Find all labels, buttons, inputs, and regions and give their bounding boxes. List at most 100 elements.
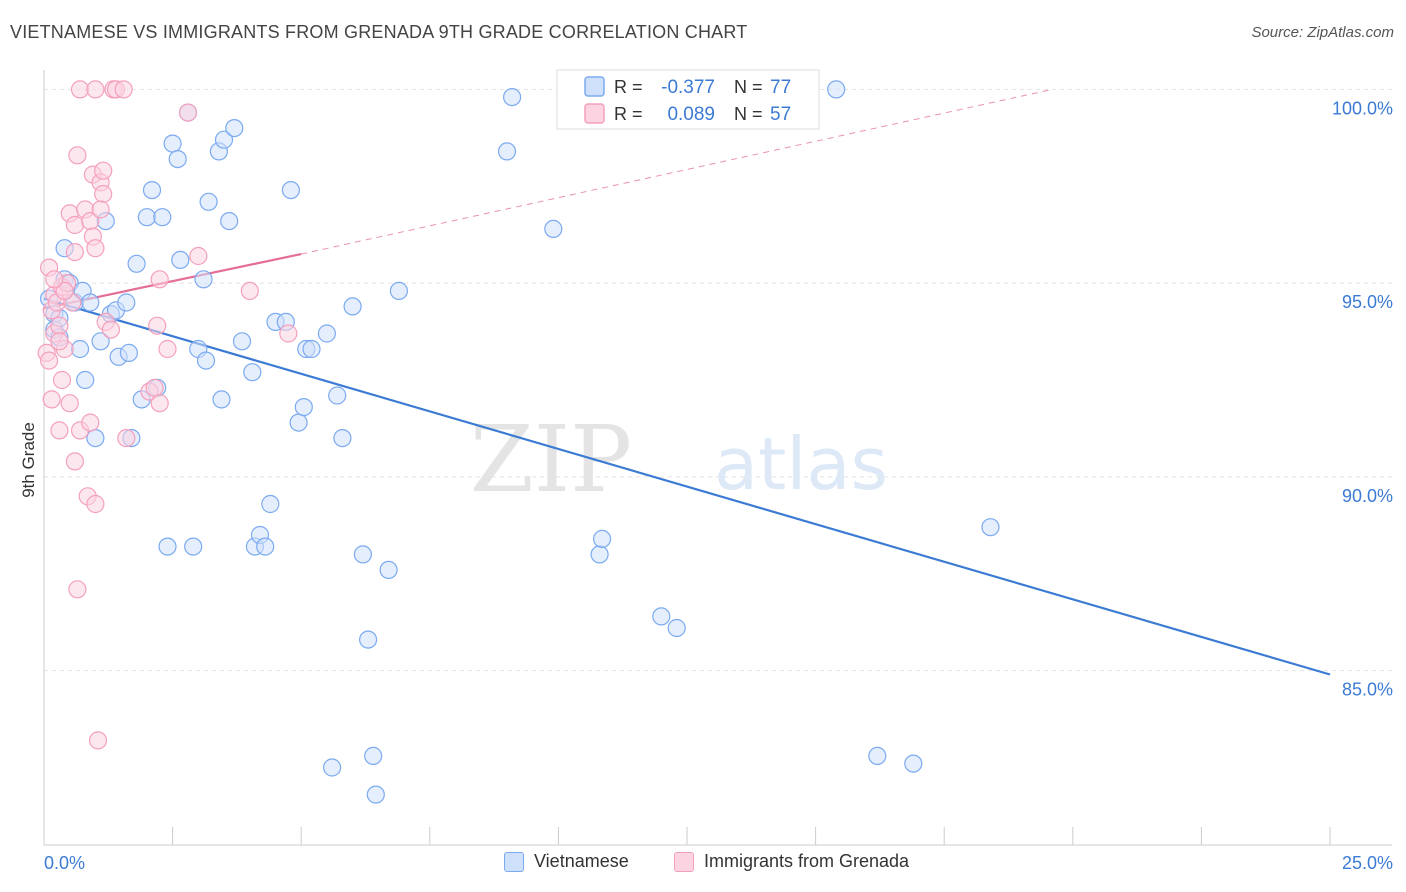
y-tick-label: 95.0% [1342, 292, 1393, 312]
legend-r-value-2: 0.089 [667, 104, 715, 125]
data-point-grenada [114, 80, 133, 99]
data-point-vietnamese [214, 130, 234, 149]
data-point-vietnamese [81, 293, 100, 312]
trend-lines [43, 88, 1331, 676]
data-point-vietnamese [667, 618, 686, 638]
data-point-grenada [65, 215, 85, 235]
trend-line-extension-grenada [301, 88, 1053, 255]
data-point-vietnamese [359, 630, 378, 649]
data-point-vietnamese [153, 208, 172, 227]
data-point-vietnamese [323, 758, 342, 777]
data-point-vietnamese [232, 332, 252, 351]
data-point-vietnamese [168, 150, 187, 169]
data-point-vietnamese [364, 746, 383, 766]
data-point-grenada [50, 332, 69, 351]
data-point-vietnamese [294, 398, 313, 417]
data-point-vietnamese [119, 343, 138, 362]
data-point-grenada [189, 246, 208, 266]
x-tick-label-min: 0.0% [44, 853, 85, 873]
data-point-grenada [70, 80, 90, 99]
data-point-grenada [117, 429, 136, 448]
data-point-vietnamese [289, 413, 308, 432]
legend-top: R = -0.377 N = 77 R = 0.089 N = 57 [556, 69, 820, 130]
legend-r-value-1: -0.377 [661, 77, 715, 98]
data-point-vietnamese [137, 208, 156, 227]
data-point-vietnamese [91, 332, 110, 351]
legend-n-label-2: N = [734, 104, 763, 124]
data-point-vietnamese [652, 607, 671, 626]
data-point-grenada [81, 413, 100, 432]
data-point-vietnamese [194, 270, 213, 289]
legend-label-grenada: Immigrants from Grenada [704, 851, 910, 871]
data-point-grenada [145, 378, 164, 397]
data-point-grenada [52, 370, 72, 390]
y-tick-label: 85.0% [1342, 680, 1393, 700]
data-point-vietnamese [590, 545, 609, 564]
legend-n-value-1: 77 [770, 77, 791, 98]
data-point-grenada [65, 243, 85, 262]
data-point-vietnamese [199, 192, 218, 211]
legend-label-vietnamese: Vietnamese [534, 851, 629, 871]
data-point-grenada [86, 494, 105, 514]
chart-source: Source: ZipAtlas.com [1251, 24, 1394, 41]
data-point-vietnamese [70, 339, 90, 359]
data-point-vietnamese [328, 386, 347, 405]
data-point-grenada [55, 281, 74, 300]
data-point-vietnamese [86, 429, 105, 448]
data-point-grenada [178, 103, 198, 122]
y-axis-label: 9th Grade [19, 422, 38, 498]
data-point-grenada [50, 316, 69, 335]
y-tick-label: 90.0% [1342, 486, 1393, 506]
data-point-vietnamese [261, 494, 280, 514]
data-point-vietnamese [76, 370, 95, 390]
data-point-grenada [60, 394, 79, 413]
data-point-grenada [65, 452, 85, 471]
legend-r-label-2: R = [614, 104, 643, 124]
data-point-vietnamese [497, 142, 517, 161]
data-point-vietnamese [212, 390, 231, 409]
data-point-grenada [279, 324, 298, 343]
legend-swatch-grenada-bottom [674, 851, 694, 872]
data-point-grenada [158, 339, 177, 359]
data-point-vietnamese [281, 181, 300, 200]
data-point-vietnamese [366, 785, 385, 804]
chart-title: VIETNAMESE VS IMMIGRANTS FROM GRENADA 9T… [10, 22, 748, 42]
data-point-grenada [45, 270, 64, 289]
data-point-vietnamese [302, 339, 321, 359]
legend-item-grenada[interactable]: Immigrants from Grenada [674, 851, 909, 872]
data-point-vietnamese [333, 429, 352, 448]
data-point-grenada [86, 80, 105, 99]
legend-swatch-vietnamese-bottom [504, 851, 524, 872]
data-points [37, 80, 1000, 804]
data-point-grenada [148, 316, 167, 335]
trend-line-vietnamese [43, 297, 1331, 676]
watermark-zip: ZIP [470, 406, 632, 513]
data-point-vietnamese [243, 363, 262, 382]
data-point-grenada [88, 731, 108, 750]
data-point-vietnamese [171, 250, 190, 269]
legend-item-vietnamese[interactable]: Vietnamese [504, 851, 629, 872]
data-point-grenada [50, 421, 69, 440]
legend-swatch-grenada [584, 103, 605, 124]
axes [43, 70, 1392, 846]
data-point-vietnamese [142, 181, 162, 200]
data-point-grenada [39, 351, 59, 370]
data-point-vietnamese [502, 87, 522, 107]
data-point-vietnamese [256, 537, 275, 556]
data-point-vietnamese [353, 545, 372, 564]
watermark: ZIP atlas [470, 406, 888, 513]
data-point-vietnamese [981, 518, 1000, 537]
data-point-vietnamese [317, 324, 336, 343]
data-point-grenada [86, 239, 105, 258]
data-point-vietnamese [158, 537, 177, 556]
y-tick-label: 100.0% [1332, 98, 1393, 118]
data-point-grenada [91, 200, 110, 219]
y-tick-labels: 100.0% 95.0% 90.0% 85.0% [1332, 98, 1393, 699]
data-point-vietnamese [592, 529, 612, 549]
data-point-vietnamese [127, 254, 146, 273]
data-point-vietnamese [117, 293, 136, 312]
data-point-vietnamese [904, 754, 923, 773]
data-point-vietnamese [184, 537, 203, 556]
data-point-vietnamese [389, 281, 408, 300]
